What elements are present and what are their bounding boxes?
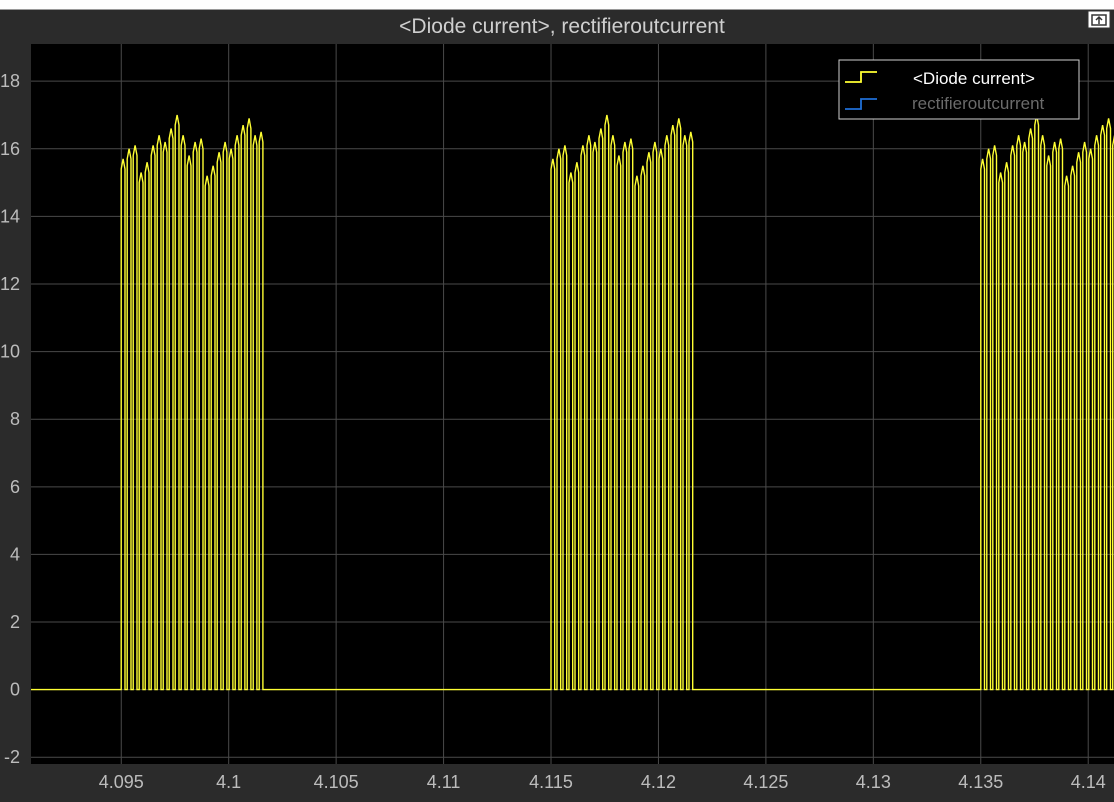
x-axis: 4.095 4.1 4.105 4.11 4.115 4.12 4.125 4.13 4.135… xyxy=(99,772,1106,792)
legend-label-rectifier: rectifieroutcurrent xyxy=(912,94,1045,113)
series-layer xyxy=(31,114,1114,691)
y-tick-label: 0 xyxy=(10,680,20,700)
y-tick-label: 18 xyxy=(0,71,20,91)
x-tick-label: 4.12 xyxy=(641,772,676,792)
y-tick-label: 14 xyxy=(0,206,20,226)
legend-swatch-rectifier xyxy=(845,98,877,110)
y-tick-label: 16 xyxy=(0,139,20,159)
y-tick-label: 12 xyxy=(0,274,20,294)
y-tick-label: 2 xyxy=(10,612,20,632)
y-tick-label: -2 xyxy=(4,747,20,767)
series-line-diode-current xyxy=(31,114,1114,691)
undock-icon[interactable] xyxy=(1087,10,1111,29)
x-tick-label: 4.11 xyxy=(427,772,461,792)
y-axis: -2 0 2 4 6 8 10 12 14 16 18 xyxy=(0,71,20,767)
legend-swatch-diode xyxy=(845,71,877,83)
y-tick-label: 8 xyxy=(10,409,20,429)
x-tick-label: 4.095 xyxy=(99,772,144,792)
y-tick-label: 10 xyxy=(0,342,20,362)
chart-title: <Diode current>, rectifieroutcurrent xyxy=(399,15,725,38)
x-tick-label: 4.115 xyxy=(529,772,573,792)
x-tick-label: 4.14 xyxy=(1071,772,1106,792)
x-tick-label: 4.125 xyxy=(743,772,788,792)
legend-label-diode: <Diode current> xyxy=(913,69,1035,88)
x-tick-label: 4.105 xyxy=(314,772,359,792)
legend[interactable]: <Diode current> rectifieroutcurrent xyxy=(838,59,1080,120)
y-tick-label: 4 xyxy=(10,544,20,564)
x-tick-label: 4.13 xyxy=(856,772,891,792)
y-tick-label: 6 xyxy=(10,477,20,497)
x-tick-label: 4.135 xyxy=(958,772,1003,792)
window-top-strip xyxy=(0,0,1114,10)
x-tick-label: 4.1 xyxy=(216,772,241,792)
